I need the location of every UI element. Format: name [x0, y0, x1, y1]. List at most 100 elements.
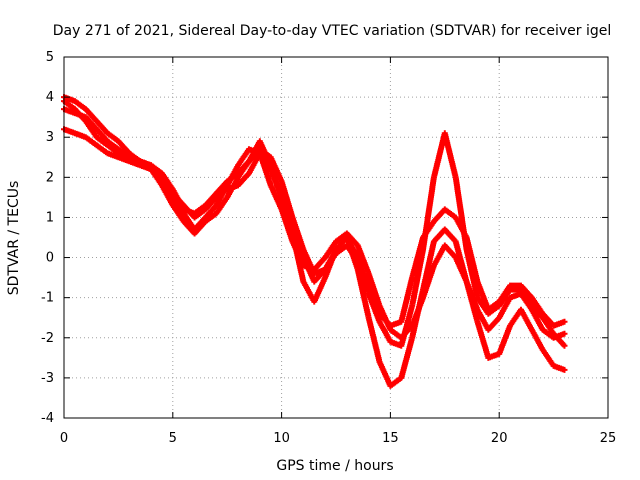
- marker-fill: [94, 127, 110, 143]
- marker-fill: [225, 171, 240, 184]
- marker-fill: [84, 107, 99, 123]
- marker-fill: [203, 203, 219, 220]
- marker-fill: [62, 99, 77, 111]
- y-tick-label: 5: [46, 50, 54, 65]
- marker-fill: [160, 171, 175, 191]
- marker-fill: [84, 115, 99, 131]
- y-tick-label: -2: [41, 331, 54, 346]
- marker-fill: [409, 236, 426, 279]
- marker-fill: [366, 272, 382, 307]
- marker-fill: [497, 284, 512, 304]
- marker-fill: [204, 211, 218, 224]
- marker-fill: [159, 184, 175, 207]
- marker-fill: [530, 304, 545, 320]
- data-point: [561, 342, 568, 349]
- x-tick-label: 20: [491, 431, 508, 446]
- marker-fill: [496, 324, 513, 356]
- marker-fill: [268, 156, 284, 183]
- y-tick-label: 1: [46, 210, 54, 225]
- marker-fill: [355, 260, 371, 287]
- marker-fill: [95, 135, 109, 148]
- marker-fill: [236, 159, 251, 175]
- marker-fill: [475, 280, 491, 311]
- marker-fill: [73, 99, 88, 111]
- marker-fill: [453, 240, 469, 283]
- marker-fill: [84, 135, 99, 148]
- marker-fill: [443, 243, 458, 260]
- marker-fill: [193, 207, 207, 220]
- data-point: [561, 366, 568, 373]
- marker-fill: [442, 132, 459, 179]
- marker-fill: [398, 276, 415, 323]
- x-tick-label: 5: [169, 431, 177, 446]
- marker-fill: [203, 191, 219, 208]
- marker-fill: [420, 240, 437, 291]
- marker-fill: [149, 167, 164, 183]
- marker-fill: [475, 308, 491, 332]
- marker-fill: [486, 303, 501, 316]
- marker-fill: [409, 248, 426, 307]
- marker-fill: [377, 360, 393, 388]
- marker-fill: [323, 240, 338, 259]
- marker-fill: [214, 179, 229, 195]
- grid-lines: [64, 57, 608, 418]
- series-track-d: [61, 126, 568, 329]
- marker-fill: [475, 320, 491, 359]
- marker-fill: [116, 139, 132, 155]
- marker-fill: [366, 316, 382, 363]
- marker-fill: [464, 280, 480, 323]
- marker-fill: [519, 284, 534, 300]
- marker-fill: [486, 316, 501, 332]
- y-tick-label: 3: [46, 130, 54, 145]
- marker-fill: [355, 244, 371, 275]
- marker-fill: [519, 288, 534, 308]
- data-points: [61, 94, 568, 389]
- marker-fill: [541, 327, 555, 340]
- y-tick-label: 0: [46, 251, 54, 266]
- marker-fill: [279, 180, 295, 219]
- marker-fill: [540, 348, 556, 368]
- y-axis-label: SDTVAR / TECUs: [6, 181, 22, 296]
- marker-fill: [421, 220, 436, 239]
- marker-fill: [268, 168, 284, 199]
- marker-fill: [540, 316, 556, 336]
- y-tick-label: -4: [41, 411, 54, 426]
- marker-fill: [398, 304, 415, 347]
- marker-fill: [323, 252, 338, 271]
- marker-fill: [518, 308, 534, 332]
- marker-fill: [290, 228, 306, 259]
- marker-fill: [170, 204, 186, 223]
- series-track-b: [61, 106, 568, 389]
- x-tick-label: 10: [273, 431, 290, 446]
- x-tick-label: 15: [382, 431, 399, 446]
- marker-fill: [529, 308, 545, 332]
- marker-fill: [193, 203, 207, 216]
- marker-fill: [431, 244, 447, 267]
- series-track-c: [61, 98, 568, 349]
- marker-fill: [246, 151, 262, 175]
- marker-fill: [377, 320, 393, 344]
- marker-fill: [106, 139, 120, 152]
- marker-fill: [192, 215, 208, 232]
- marker-fill: [409, 288, 426, 339]
- marker-fill: [149, 163, 164, 176]
- marker-fill: [192, 219, 208, 236]
- marker-fill: [443, 227, 458, 244]
- data-point: [561, 318, 568, 325]
- marker-fill: [290, 216, 306, 251]
- marker-fill: [236, 171, 251, 187]
- marker-fill: [529, 296, 545, 316]
- marker-fill: [214, 196, 230, 215]
- marker-fill: [203, 195, 219, 212]
- marker-fill: [83, 119, 99, 139]
- marker-fill: [171, 191, 186, 208]
- y-tick-label: -3: [41, 371, 54, 386]
- marker-fill: [398, 336, 415, 379]
- plot-frame: [63, 56, 609, 419]
- marker-fill: [258, 147, 273, 160]
- marker-fill: [73, 107, 88, 123]
- marker-fill: [106, 143, 120, 156]
- marker-fill: [551, 332, 567, 348]
- marker-fill: [453, 216, 469, 239]
